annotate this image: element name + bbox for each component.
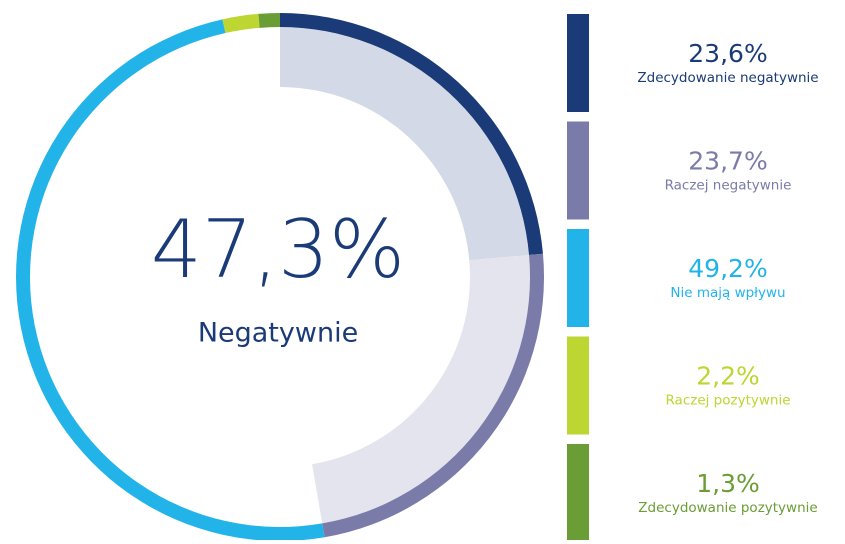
legend-swatch (567, 14, 589, 112)
legend-swatch (567, 444, 589, 542)
highlight-wedge (280, 27, 530, 261)
donut-segment (222, 13, 260, 34)
legend-label: Zdecydowanie negatywnie (637, 70, 818, 86)
legend-value: 23,7% (688, 147, 767, 176)
legend-label: Raczej pozytywnie (665, 393, 790, 409)
legend-swatch (567, 229, 589, 327)
legend-label: Nie mają wpływu (670, 285, 785, 301)
center-value: 47,3% (151, 203, 405, 296)
donut-segment (258, 13, 280, 28)
legend-value: 1,3% (696, 469, 760, 498)
legend-label: Raczej negatywnie (665, 178, 792, 194)
center-text: Negatywnie (198, 318, 358, 349)
legend-value: 2,2% (696, 362, 760, 391)
legend-swatch (567, 121, 589, 220)
legend-value: 23,6% (688, 39, 767, 68)
donut-segment (280, 13, 543, 256)
legend-swatch (567, 336, 589, 435)
highlight-wedge (312, 255, 530, 524)
donut-segment (322, 253, 544, 538)
donut (15, 13, 544, 542)
legend-value: 49,2% (688, 254, 767, 283)
legend-label: Zdecydowanie pozytywnie (638, 500, 817, 516)
